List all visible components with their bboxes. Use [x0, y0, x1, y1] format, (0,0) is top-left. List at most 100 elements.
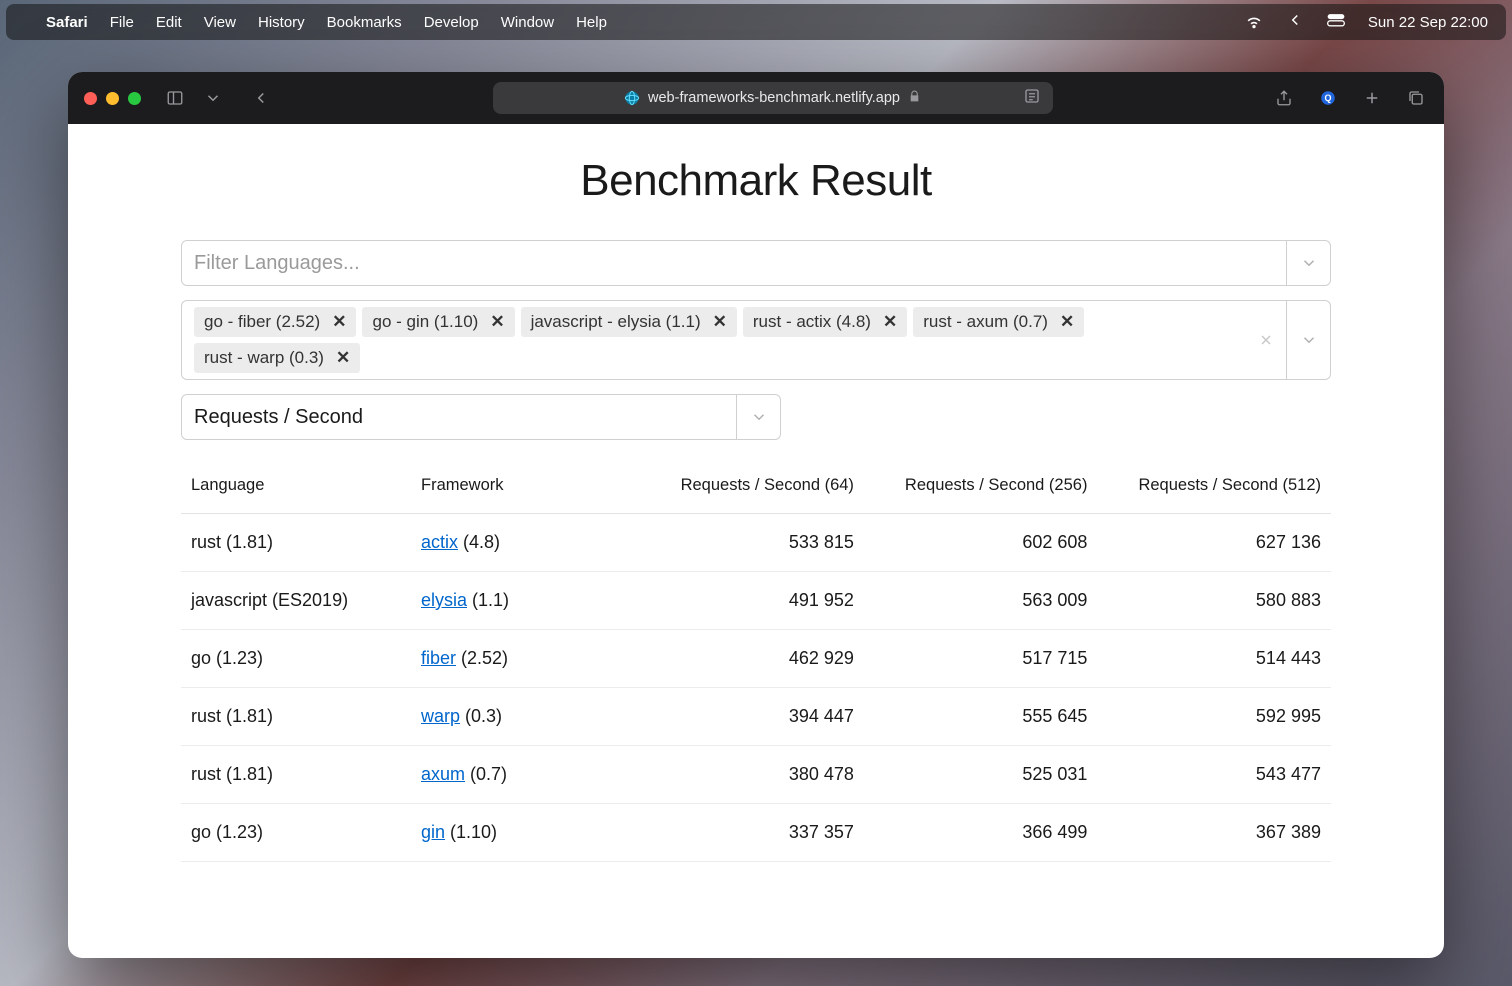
extension-icon[interactable]: Q	[1316, 86, 1340, 110]
table-row: rust (1.81)actix (4.8)533 815602 608627 …	[181, 514, 1331, 572]
cell-framework: actix (4.8)	[411, 514, 641, 572]
cell-rps-512: 592 995	[1097, 688, 1331, 746]
cell-language: go (1.23)	[181, 630, 411, 688]
control-center-icon[interactable]	[1326, 12, 1346, 32]
cell-rps-256: 517 715	[864, 630, 1098, 688]
menu-develop[interactable]: Develop	[424, 14, 479, 31]
framework-link[interactable]: actix	[421, 532, 458, 552]
cell-rps-64: 337 357	[641, 804, 864, 862]
cell-language: javascript (ES2019)	[181, 572, 411, 630]
framework-tag: go - fiber (2.52)✕	[194, 307, 356, 337]
window-controls	[84, 92, 141, 105]
url-text: web-frameworks-benchmark.netlify.app	[648, 90, 900, 106]
cell-framework: fiber (2.52)	[411, 630, 641, 688]
chevron-down-icon[interactable]	[736, 395, 780, 439]
remove-tag-icon[interactable]: ✕	[881, 312, 899, 332]
remove-tag-icon[interactable]: ✕	[330, 312, 348, 332]
menu-bookmarks[interactable]: Bookmarks	[327, 14, 402, 31]
cell-rps-512: 580 883	[1097, 572, 1331, 630]
chevron-down-icon[interactable]	[1286, 241, 1330, 285]
framework-tag: javascript - elysia (1.1) ✕	[521, 307, 737, 337]
cell-framework: warp (0.3)	[411, 688, 641, 746]
remove-tag-icon[interactable]: ✕	[711, 312, 729, 332]
framework-link[interactable]: warp	[421, 706, 460, 726]
chevron-down-icon[interactable]	[1286, 301, 1330, 379]
cell-rps-512: 627 136	[1097, 514, 1331, 572]
page-content: Benchmark Result Filter Languages... go …	[68, 124, 1444, 862]
table-row: rust (1.81)axum (0.7)380 478525 031543 4…	[181, 746, 1331, 804]
url-bar[interactable]: web-frameworks-benchmark.netlify.app	[493, 82, 1053, 114]
menu-history[interactable]: History	[258, 14, 305, 31]
framework-tag-label: javascript - elysia (1.1)	[531, 312, 701, 332]
cell-language: go (1.23)	[181, 804, 411, 862]
sidebar-toggle-icon[interactable]	[163, 86, 187, 110]
fullscreen-window-button[interactable]	[128, 92, 141, 105]
cell-rps-64: 462 929	[641, 630, 864, 688]
table-header-row: Language Framework Requests / Second (64…	[181, 458, 1331, 514]
col-rps-512[interactable]: Requests / Second (512)	[1097, 458, 1331, 514]
cell-rps-256: 366 499	[864, 804, 1098, 862]
wifi-icon[interactable]	[1244, 10, 1264, 34]
cell-rps-64: 394 447	[641, 688, 864, 746]
cell-rps-64: 491 952	[641, 572, 864, 630]
tab-overview-icon[interactable]	[1404, 86, 1428, 110]
minimize-window-button[interactable]	[106, 92, 119, 105]
cell-rps-256: 602 608	[864, 514, 1098, 572]
back-button-icon[interactable]	[249, 86, 273, 110]
results-table: Language Framework Requests / Second (64…	[181, 458, 1331, 862]
remove-tag-icon[interactable]: ✕	[334, 348, 352, 368]
metric-select-value: Requests / Second	[194, 406, 363, 429]
col-rps-256[interactable]: Requests / Second (256)	[864, 458, 1098, 514]
col-rps-64[interactable]: Requests / Second (64)	[641, 458, 864, 514]
spotlight-icon[interactable]	[1286, 11, 1304, 33]
framework-tag-label: rust - warp (0.3)	[204, 348, 324, 368]
tab-group-chevron-icon[interactable]	[201, 86, 225, 110]
cell-rps-512: 543 477	[1097, 746, 1331, 804]
site-favicon-icon	[624, 90, 640, 106]
framework-link[interactable]: axum	[421, 764, 465, 784]
table-row: javascript (ES2019)elysia (1.1)491 95256…	[181, 572, 1331, 630]
svg-text:Q: Q	[1324, 93, 1331, 103]
framework-link[interactable]: elysia	[421, 590, 467, 610]
menu-help[interactable]: Help	[576, 14, 607, 31]
framework-tag-label: go - gin (1.10)	[372, 312, 478, 332]
menu-file[interactable]: File	[110, 14, 134, 31]
framework-filter-select[interactable]: go - fiber (2.52)✕go - gin (1.10)✕javasc…	[181, 300, 1331, 380]
clear-all-tags-icon[interactable]	[1246, 301, 1286, 379]
cell-rps-512: 367 389	[1097, 804, 1331, 862]
cell-framework: elysia (1.1)	[411, 572, 641, 630]
col-language[interactable]: Language	[181, 458, 411, 514]
lock-icon	[908, 90, 921, 107]
remove-tag-icon[interactable]: ✕	[488, 312, 506, 332]
language-filter-select[interactable]: Filter Languages...	[181, 240, 1331, 286]
framework-tag: go - gin (1.10) ✕	[362, 307, 514, 337]
close-window-button[interactable]	[84, 92, 97, 105]
menu-edit[interactable]: Edit	[156, 14, 182, 31]
metric-select[interactable]: Requests / Second	[181, 394, 781, 440]
macos-menubar: Safari File Edit View History Bookmarks …	[6, 4, 1506, 40]
share-icon[interactable]	[1272, 86, 1296, 110]
cell-rps-256: 555 645	[864, 688, 1098, 746]
framework-tag: rust - warp (0.3) ✕	[194, 343, 360, 373]
reader-mode-icon[interactable]	[1023, 87, 1041, 109]
page-title: Benchmark Result	[68, 156, 1444, 206]
cell-language: rust (1.81)	[181, 746, 411, 804]
menubar-app-name[interactable]: Safari	[46, 14, 88, 31]
cell-rps-64: 380 478	[641, 746, 864, 804]
menubar-clock[interactable]: Sun 22 Sep 22:00	[1368, 14, 1488, 31]
framework-link[interactable]: gin	[421, 822, 445, 842]
cell-language: rust (1.81)	[181, 688, 411, 746]
cell-framework: axum (0.7)	[411, 746, 641, 804]
table-row: rust (1.81)warp (0.3)394 447555 645592 9…	[181, 688, 1331, 746]
cell-language: rust (1.81)	[181, 514, 411, 572]
framework-link[interactable]: fiber	[421, 648, 456, 668]
framework-tag-label: rust - actix (4.8)	[753, 312, 871, 332]
remove-tag-icon[interactable]: ✕	[1058, 312, 1076, 332]
safari-window: web-frameworks-benchmark.netlify.app Q	[68, 72, 1444, 958]
menu-window[interactable]: Window	[501, 14, 554, 31]
menu-view[interactable]: View	[204, 14, 236, 31]
language-filter-placeholder: Filter Languages...	[194, 252, 360, 275]
framework-tag-label: rust - axum (0.7)	[923, 312, 1048, 332]
new-tab-icon[interactable]	[1360, 86, 1384, 110]
col-framework[interactable]: Framework	[411, 458, 641, 514]
